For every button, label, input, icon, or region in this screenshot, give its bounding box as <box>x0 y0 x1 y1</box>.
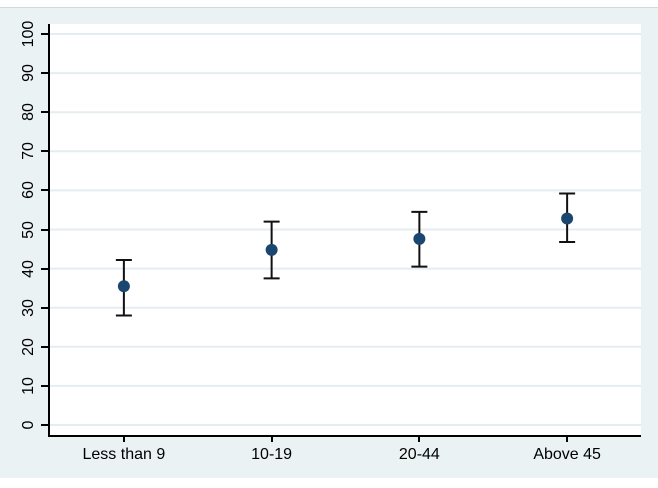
y-axis-tick <box>41 72 48 75</box>
x-axis-tick <box>122 437 125 442</box>
x-axis-category-label: 20-44 <box>398 446 440 463</box>
y-axis-tick <box>41 150 48 153</box>
point-marker <box>413 232 426 245</box>
y-axis-tick <box>41 33 48 35</box>
y-axis-tick-label: 40 <box>20 259 37 278</box>
y-axis-tick-label: 90 <box>20 64 37 82</box>
y-axis-tick-label: 100 <box>20 20 37 48</box>
y-axis-tick <box>41 189 48 192</box>
y-axis-tick <box>41 424 48 426</box>
y-axis-tick <box>41 228 48 231</box>
y-axis-tick-label: 70 <box>20 142 37 161</box>
y-axis-tick-label: 60 <box>20 181 37 200</box>
x-axis-tick <box>270 437 273 442</box>
y-axis-tick-label: 50 <box>20 220 37 239</box>
y-axis-tick-label: 80 <box>20 103 37 122</box>
y-axis-tick-label: 20 <box>20 337 37 356</box>
plot-canvas <box>50 33 641 426</box>
point-marker <box>561 212 574 225</box>
y-axis-tick-label: 10 <box>20 377 37 395</box>
y-axis-tick-label: 30 <box>20 298 37 317</box>
x-axis-category-label: Above 45 <box>533 446 601 463</box>
x-axis-tick <box>566 437 569 442</box>
y-axis-tick <box>41 267 48 270</box>
x-axis-tick <box>418 437 421 442</box>
ci-dot-chart: 0 10 20 30 40 50 60 70 80 90 100 Less than 9 10-19 2… <box>0 7 658 478</box>
x-axis-category-label: Less than 9 <box>82 446 166 463</box>
point-marker <box>117 280 130 293</box>
y-axis-tick <box>41 306 48 309</box>
point-marker <box>265 243 278 256</box>
plot-area <box>48 24 641 437</box>
y-axis-tick <box>41 345 48 348</box>
y-axis-tick-label: 0 <box>20 420 37 430</box>
y-axis-tick <box>41 384 48 387</box>
y-axis-tick <box>41 111 48 114</box>
x-axis-category-label: 10-19 <box>251 446 293 463</box>
